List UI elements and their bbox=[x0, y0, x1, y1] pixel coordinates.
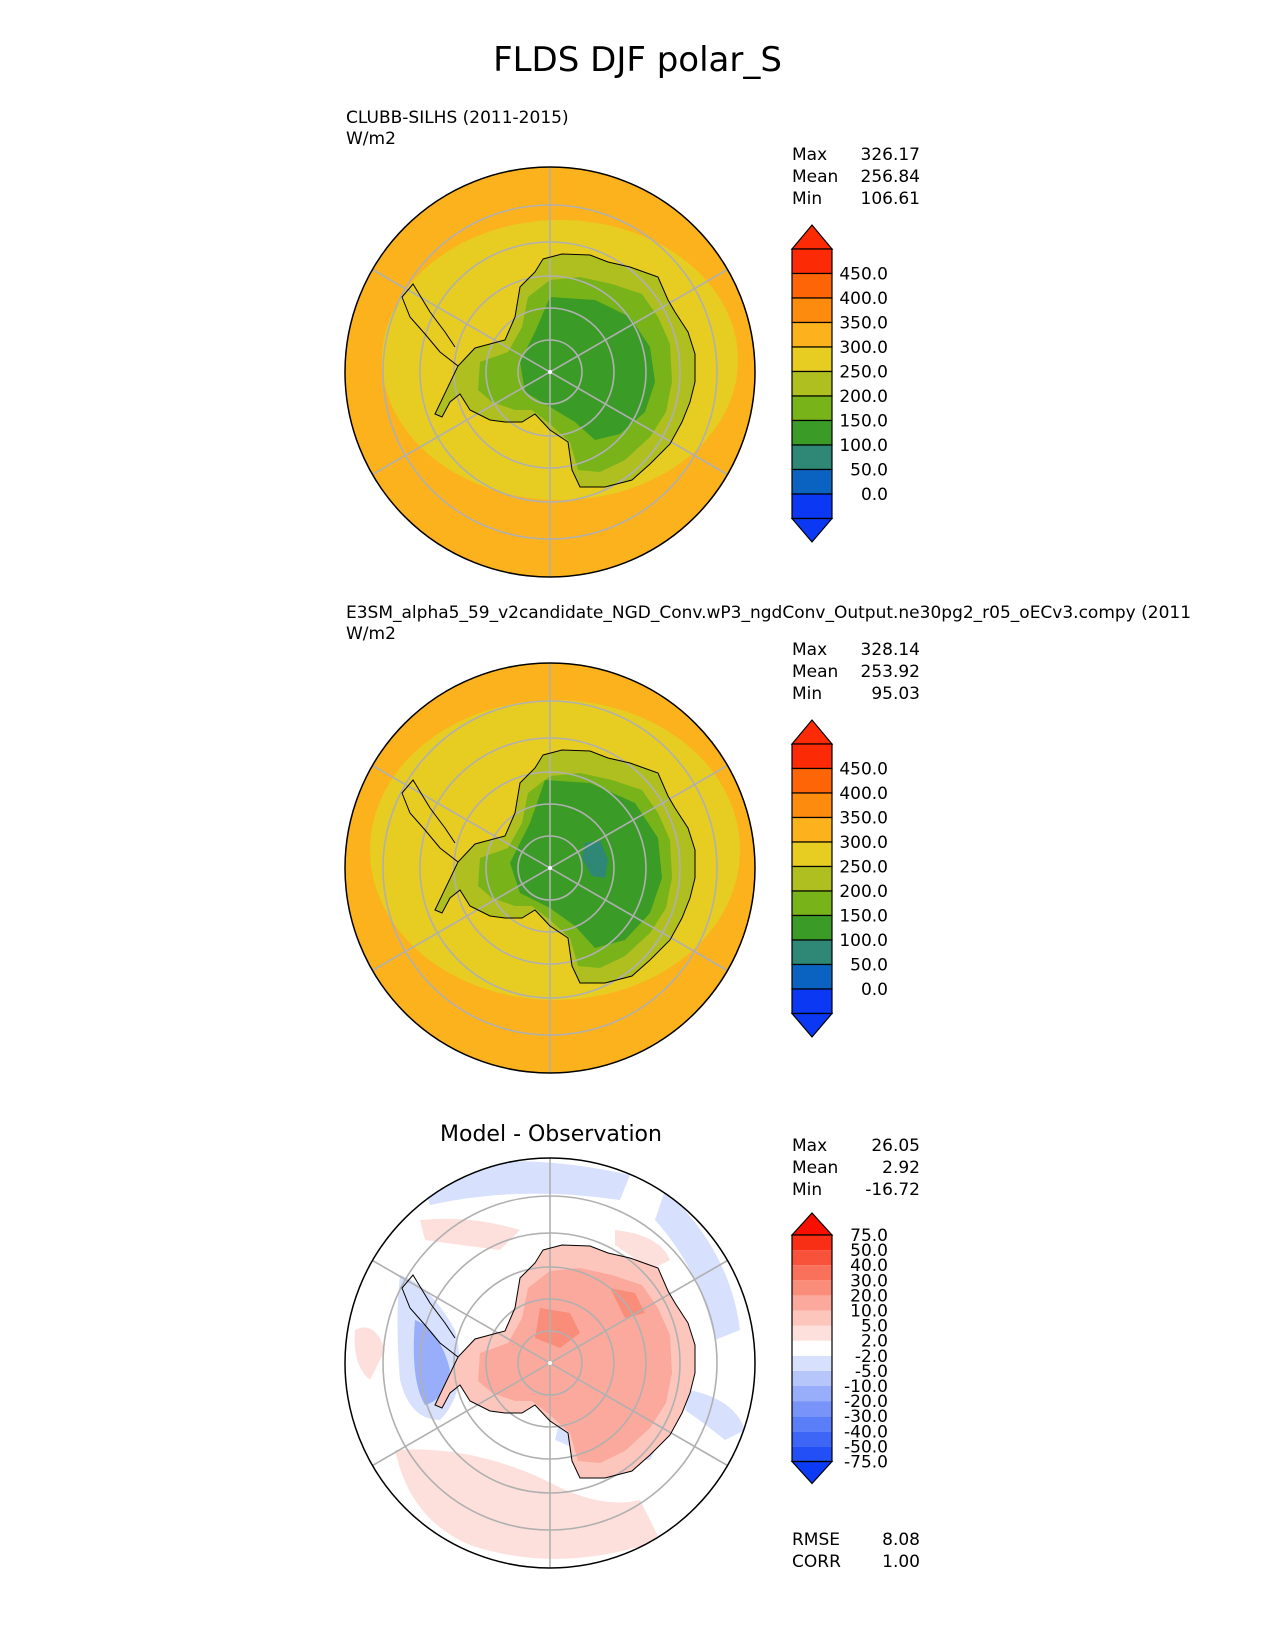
colorbar-tick-label: 40.0 bbox=[850, 1256, 888, 1276]
stat-row-min: Min -16.72 bbox=[792, 1180, 920, 1200]
colorbar-3 bbox=[790, 1212, 834, 1485]
colorbar-3-labels: -75.0-50.0-40.0-30.0-20.0-10.0-5.0-2.02.… bbox=[844, 1226, 888, 1473]
negative-anomaly-patch bbox=[655, 1190, 740, 1340]
colorbar-tick-label: 20.0 bbox=[850, 1286, 888, 1306]
colorbar-cell bbox=[792, 1340, 832, 1356]
positive-anomaly-patch bbox=[354, 1327, 385, 1380]
colorbar-cell bbox=[792, 1431, 832, 1447]
panel-1-units: W/m2 bbox=[346, 129, 396, 149]
colorbar-cell bbox=[792, 1310, 832, 1326]
colorbar-cell bbox=[792, 1250, 832, 1266]
colorbar-tick-label: -40.0 bbox=[844, 1422, 888, 1442]
colorbar-tick-label: 10.0 bbox=[850, 1302, 888, 1322]
colorbar-tick-label: 200.0 bbox=[839, 387, 888, 407]
colorbar-cell bbox=[792, 1295, 832, 1311]
panel-2-stats: Max 328.14 Mean 253.92 Min 95.03 bbox=[792, 639, 920, 705]
panel-3-metrics: RMSE 8.08 CORR 1.00 bbox=[792, 1529, 920, 1573]
colorbar-tick-label: 450.0 bbox=[839, 760, 888, 780]
colorbar-2 bbox=[791, 719, 833, 1038]
stat-row-max: Max 328.14 bbox=[792, 640, 920, 660]
colorbar-extend-max bbox=[790, 1212, 834, 1236]
colorbar-cell bbox=[792, 1355, 832, 1371]
stat-row-min: Min 106.61 bbox=[792, 189, 920, 209]
colorbar-tick-label: 300.0 bbox=[839, 338, 888, 358]
colorbar-tick-label: 30.0 bbox=[850, 1271, 888, 1291]
negative-anomaly-patch bbox=[685, 1390, 745, 1440]
panel-3-map bbox=[344, 1157, 756, 1569]
colorbar-tick-label: 150.0 bbox=[839, 907, 888, 927]
stat-row-min: Min 95.03 bbox=[792, 684, 920, 704]
colorbar-cell bbox=[792, 1446, 832, 1462]
colorbar-2-labels: 0.0 50.0 100.0 150.0 200.0 250.0 300.0 350.0 400… bbox=[839, 760, 888, 1001]
continent-min-patch bbox=[582, 840, 608, 878]
map-boundary bbox=[344, 662, 756, 1074]
colorbar-tick-label: -75.0 bbox=[844, 1453, 888, 1473]
colorbar-tick-label: 50.0 bbox=[850, 1241, 888, 1261]
colorbar-tick-label: 150.0 bbox=[839, 412, 888, 432]
colorbar-extend-min bbox=[790, 1460, 834, 1485]
panel-1-name: CLUBB-SILHS (2011-2015) bbox=[346, 108, 569, 128]
positive-anomaly-patch bbox=[615, 1230, 670, 1270]
colorbar-tick-label: 200.0 bbox=[839, 882, 888, 902]
map-boundary bbox=[344, 166, 756, 578]
colorbar-cell bbox=[792, 1325, 832, 1341]
colorbar-tick-label: 2.0 bbox=[861, 1332, 888, 1352]
colorbar-tick-label: 5.0 bbox=[861, 1317, 888, 1337]
negative-anomaly-patch bbox=[413, 1320, 450, 1405]
panel-1-map bbox=[344, 166, 756, 578]
colorbar-tick-label: 250.0 bbox=[839, 363, 888, 383]
colorbar-frame bbox=[791, 1234, 833, 1463]
positive-anomaly-patch bbox=[395, 1449, 660, 1559]
colorbar-cell bbox=[792, 1265, 832, 1281]
colorbar-1-labels: 0.0 50.0 100.0 150.0 200.0 250.0 300.0 350.0 400… bbox=[839, 265, 888, 506]
colorbar-tick-label: 250.0 bbox=[839, 858, 888, 878]
panel-2-map bbox=[344, 662, 756, 1074]
map-boundary bbox=[344, 1157, 756, 1569]
colorbar-tick-label: -2.0 bbox=[855, 1347, 888, 1367]
colorbar-tick-label: 300.0 bbox=[839, 833, 888, 853]
colorbar-tick-label: -50.0 bbox=[844, 1437, 888, 1457]
positive-anomaly-patch bbox=[420, 1218, 520, 1250]
panel-2-name: E3SM_alpha5_59_v2candidate_NGD_Conv.wP3_… bbox=[346, 603, 1192, 623]
metric-row-rmse: RMSE 8.08 bbox=[792, 1530, 920, 1550]
colorbar-tick-label: 0.0 bbox=[861, 485, 888, 505]
panel-2-title: E3SM_alpha5_59_v2candidate_NGD_Conv.wP3_… bbox=[346, 603, 1191, 645]
stat-row-mean: Mean 256.84 bbox=[792, 167, 920, 187]
stat-row-mean: Mean 2.92 bbox=[792, 1158, 920, 1178]
panel-3-stats: Max 26.05 Mean 2.92 Min -16.72 bbox=[792, 1135, 920, 1201]
colorbar-tick-label: 400.0 bbox=[839, 784, 888, 804]
colorbar-cell bbox=[792, 1280, 832, 1296]
colorbar-tick-label: 400.0 bbox=[839, 289, 888, 309]
panel-3-title: Model - Observation bbox=[440, 1122, 662, 1147]
colorbar-tick-label: -20.0 bbox=[844, 1392, 888, 1412]
colorbar-tick-label: -10.0 bbox=[844, 1377, 888, 1397]
colorbar-cell bbox=[792, 1235, 832, 1251]
stat-row-max: Max 26.05 bbox=[792, 1136, 920, 1156]
colorbar-tick-label: -5.0 bbox=[855, 1362, 888, 1382]
colorbar-tick-label: 350.0 bbox=[839, 809, 888, 829]
colorbar-1 bbox=[791, 224, 833, 543]
colorbar-tick-label: 450.0 bbox=[839, 265, 888, 285]
metric-row-corr: CORR 1.00 bbox=[792, 1552, 920, 1572]
colorbar-tick-label: 75.0 bbox=[850, 1226, 888, 1246]
figure-title: FLDS DJF polar_S bbox=[493, 40, 782, 80]
colorbar-cell bbox=[792, 1370, 832, 1386]
colorbar-cell bbox=[792, 1401, 832, 1417]
colorbar-tick-label: -30.0 bbox=[844, 1407, 888, 1427]
colorbar-tick-label: 100.0 bbox=[839, 436, 888, 456]
stat-row-mean: Mean 253.92 bbox=[792, 662, 920, 682]
panel-1-stats: Max 326.17 Mean 256.84 Min 106.61 bbox=[792, 144, 920, 210]
colorbar-tick-label: 50.0 bbox=[850, 461, 888, 481]
stat-row-max: Max 326.17 bbox=[792, 145, 920, 165]
panel-1-title: CLUBB-SILHS (2011-2015) W/m2 bbox=[346, 108, 569, 150]
colorbar-cell bbox=[792, 1416, 832, 1432]
colorbar-tick-label: 0.0 bbox=[861, 980, 888, 1000]
colorbar-tick-label: 100.0 bbox=[839, 931, 888, 951]
colorbar-cell bbox=[792, 1386, 832, 1402]
panel-2-units: W/m2 bbox=[346, 624, 396, 644]
colorbar-tick-label: 50.0 bbox=[850, 956, 888, 976]
colorbar-tick-label: 350.0 bbox=[839, 314, 888, 334]
